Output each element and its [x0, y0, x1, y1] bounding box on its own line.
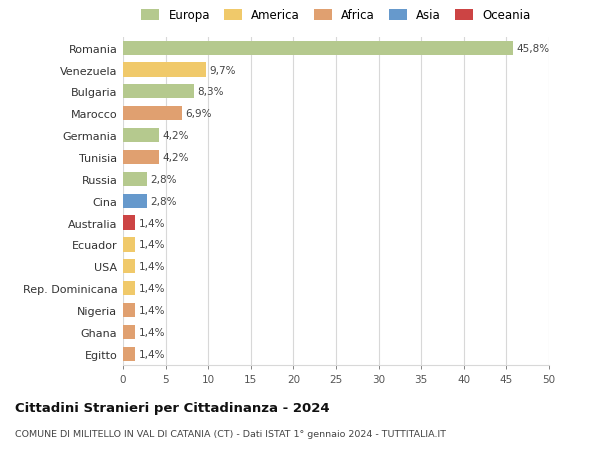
- Bar: [123, 194, 147, 208]
- Text: 8,3%: 8,3%: [197, 87, 224, 97]
- Text: 1,4%: 1,4%: [139, 240, 165, 250]
- Text: 6,9%: 6,9%: [185, 109, 212, 119]
- Text: 45,8%: 45,8%: [517, 44, 550, 54]
- Text: COMUNE DI MILITELLO IN VAL DI CATANIA (CT) - Dati ISTAT 1° gennaio 2024 - TUTTIT: COMUNE DI MILITELLO IN VAL DI CATANIA (C…: [15, 429, 446, 438]
- Bar: [123, 347, 135, 361]
- Bar: [123, 85, 194, 99]
- Bar: [123, 63, 206, 78]
- Bar: [123, 238, 135, 252]
- Bar: [123, 41, 513, 56]
- Bar: [123, 107, 182, 121]
- Bar: [123, 325, 135, 339]
- Text: 1,4%: 1,4%: [139, 284, 165, 294]
- Legend: Europa, America, Africa, Asia, Oceania: Europa, America, Africa, Asia, Oceania: [138, 6, 534, 26]
- Text: 4,2%: 4,2%: [162, 131, 188, 141]
- Text: 9,7%: 9,7%: [209, 65, 236, 75]
- Bar: [123, 129, 159, 143]
- Text: 4,2%: 4,2%: [162, 153, 188, 162]
- Bar: [123, 216, 135, 230]
- Text: 1,4%: 1,4%: [139, 305, 165, 315]
- Text: 1,4%: 1,4%: [139, 349, 165, 359]
- Text: 2,8%: 2,8%: [150, 174, 177, 185]
- Bar: [123, 303, 135, 318]
- Text: 1,4%: 1,4%: [139, 262, 165, 272]
- Bar: [123, 151, 159, 165]
- Text: 2,8%: 2,8%: [150, 196, 177, 206]
- Bar: [123, 173, 147, 186]
- Bar: [123, 260, 135, 274]
- Text: 1,4%: 1,4%: [139, 327, 165, 337]
- Text: 1,4%: 1,4%: [139, 218, 165, 228]
- Text: Cittadini Stranieri per Cittadinanza - 2024: Cittadini Stranieri per Cittadinanza - 2…: [15, 401, 329, 414]
- Bar: [123, 281, 135, 296]
